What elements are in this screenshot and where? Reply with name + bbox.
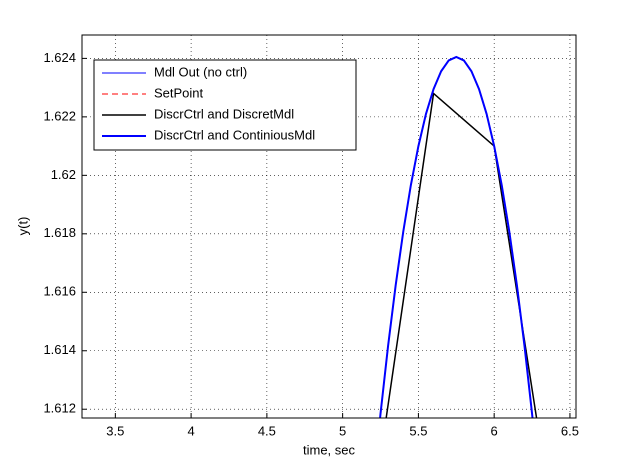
x-tick-label: 4 (187, 423, 194, 438)
legend-label: Mdl Out (no ctrl) (154, 64, 247, 79)
x-axis-label: time, sec (303, 442, 356, 457)
plot-lines (379, 55, 538, 418)
y-axis-label: y(t) (15, 217, 30, 236)
legend-label: SetPoint (154, 85, 204, 100)
y-tick-label: 1.62 (51, 167, 76, 182)
axes-box (81, 34, 577, 419)
legend-label: DiscrCtrl and DiscretMdl (154, 106, 294, 121)
y-tick-label: 1.612 (43, 401, 76, 416)
x-tick-label: 6.5 (561, 423, 579, 438)
x-tick-label: 4.5 (258, 423, 276, 438)
y-tick-label: 1.618 (43, 225, 76, 240)
x-tick-label: 6 (491, 423, 498, 438)
y-tick-label: 1.624 (43, 50, 76, 65)
y-tick-label: 1.616 (43, 284, 76, 299)
series-line (379, 55, 534, 418)
x-tick-label: 3.5 (106, 423, 124, 438)
y-tick-label: 1.614 (43, 342, 76, 357)
x-tick-label: 5.5 (409, 423, 427, 438)
y-tick-label: 1.622 (43, 108, 76, 123)
x-tick-label: 5 (339, 423, 346, 438)
legend-label: DiscrCtrl and ContiniousMdl (154, 127, 315, 142)
